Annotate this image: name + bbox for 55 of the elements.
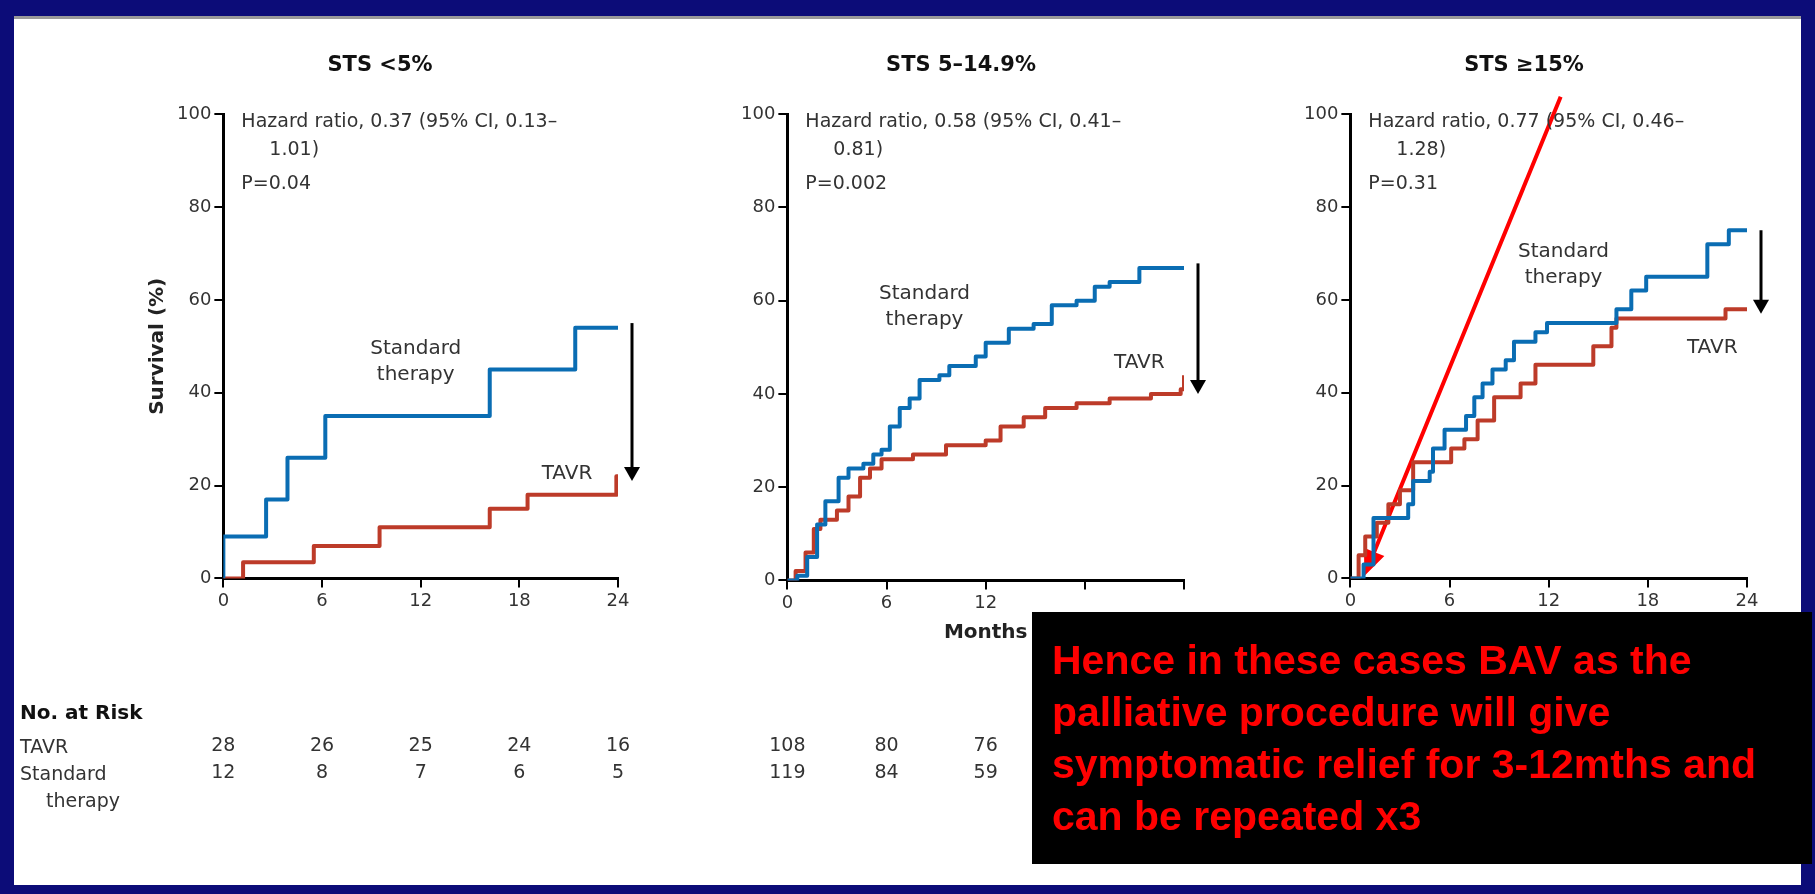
series-label: Standard therapy [1517,236,1611,289]
y-tick-label: 80 [1315,194,1339,216]
text: 108 80 76 [769,733,998,755]
y-tick-label: 60 [188,287,212,309]
text: No. at Risk [20,700,143,724]
chart-title: STS <5% [327,52,433,77]
series-label: Standard therapy [369,334,463,387]
x-tick-label: 18 [1636,588,1660,610]
x-tick-label: 18 [507,588,531,610]
annotation: P=0.31 [1368,170,1440,196]
x-tick-label: 0 [1344,588,1357,610]
text: TAVR [20,734,70,759]
chart-title: STS ≥15% [1464,52,1584,77]
text: 12 8 7 6 5 [211,760,625,782]
y-tick-label: 0 [763,568,776,590]
y-tick-label: 20 [1315,473,1339,495]
y-tick-label: 100 [1304,101,1339,123]
y-tick-label: 0 [199,566,212,588]
x-tick-label: 0 [781,590,794,612]
x-axis-title: Months [943,619,1028,644]
y-axis-title: Survival (%) [144,277,169,415]
y-tick-label: 0 [1326,566,1339,588]
x-tick-label: 0 [217,588,230,610]
x-tick-label: 6 [316,588,328,610]
text: Hence in these cases BAV as the palliative procedure will give symptomatic relief for 3-12mths and can be repeated x3 [1032,612,1812,864]
x-tick-label: 12 [974,590,998,612]
x-tick-label: 24 [1735,588,1759,610]
x-tick-label: 12 [1537,588,1561,610]
annotation: Hazard ratio, 0.58 (95% CI, 0.41–0.81) [805,108,1123,162]
y-tick-label: 80 [752,195,776,217]
series-label: TAVR [540,458,594,485]
y-tick-label: 40 [188,380,212,402]
y-tick-label: 40 [752,381,776,403]
series-label: Standard therapy [878,279,971,332]
y-tick-label: 60 [1315,287,1339,309]
y-tick-label: 60 [752,288,776,310]
x-tick-label: 12 [409,588,433,610]
x-tick-label: 6 [880,590,893,612]
y-tick-label: 100 [177,101,212,123]
x-tick-label: 6 [1443,588,1456,610]
annotation: P=0.04 [241,170,313,196]
series-label: TAVR [1685,333,1739,360]
text: 119 84 59 [769,760,998,782]
text: Standard therapy [20,761,121,813]
text: 28 26 25 24 16 [211,733,631,755]
x-tick-label: 24 [606,588,630,610]
annotation: P=0.002 [805,170,889,196]
series-label: TAVR [1113,348,1166,375]
y-tick-label: 20 [188,473,212,495]
chart-title: STS 5–14.9% [886,52,1036,77]
y-tick-label: 20 [752,474,776,496]
y-tick-label: 100 [741,101,776,123]
annotation: Hazard ratio, 0.37 (95% CI, 0.13–1.01) [241,108,559,162]
y-tick-label: 40 [1315,380,1339,402]
y-tick-label: 80 [188,194,212,216]
